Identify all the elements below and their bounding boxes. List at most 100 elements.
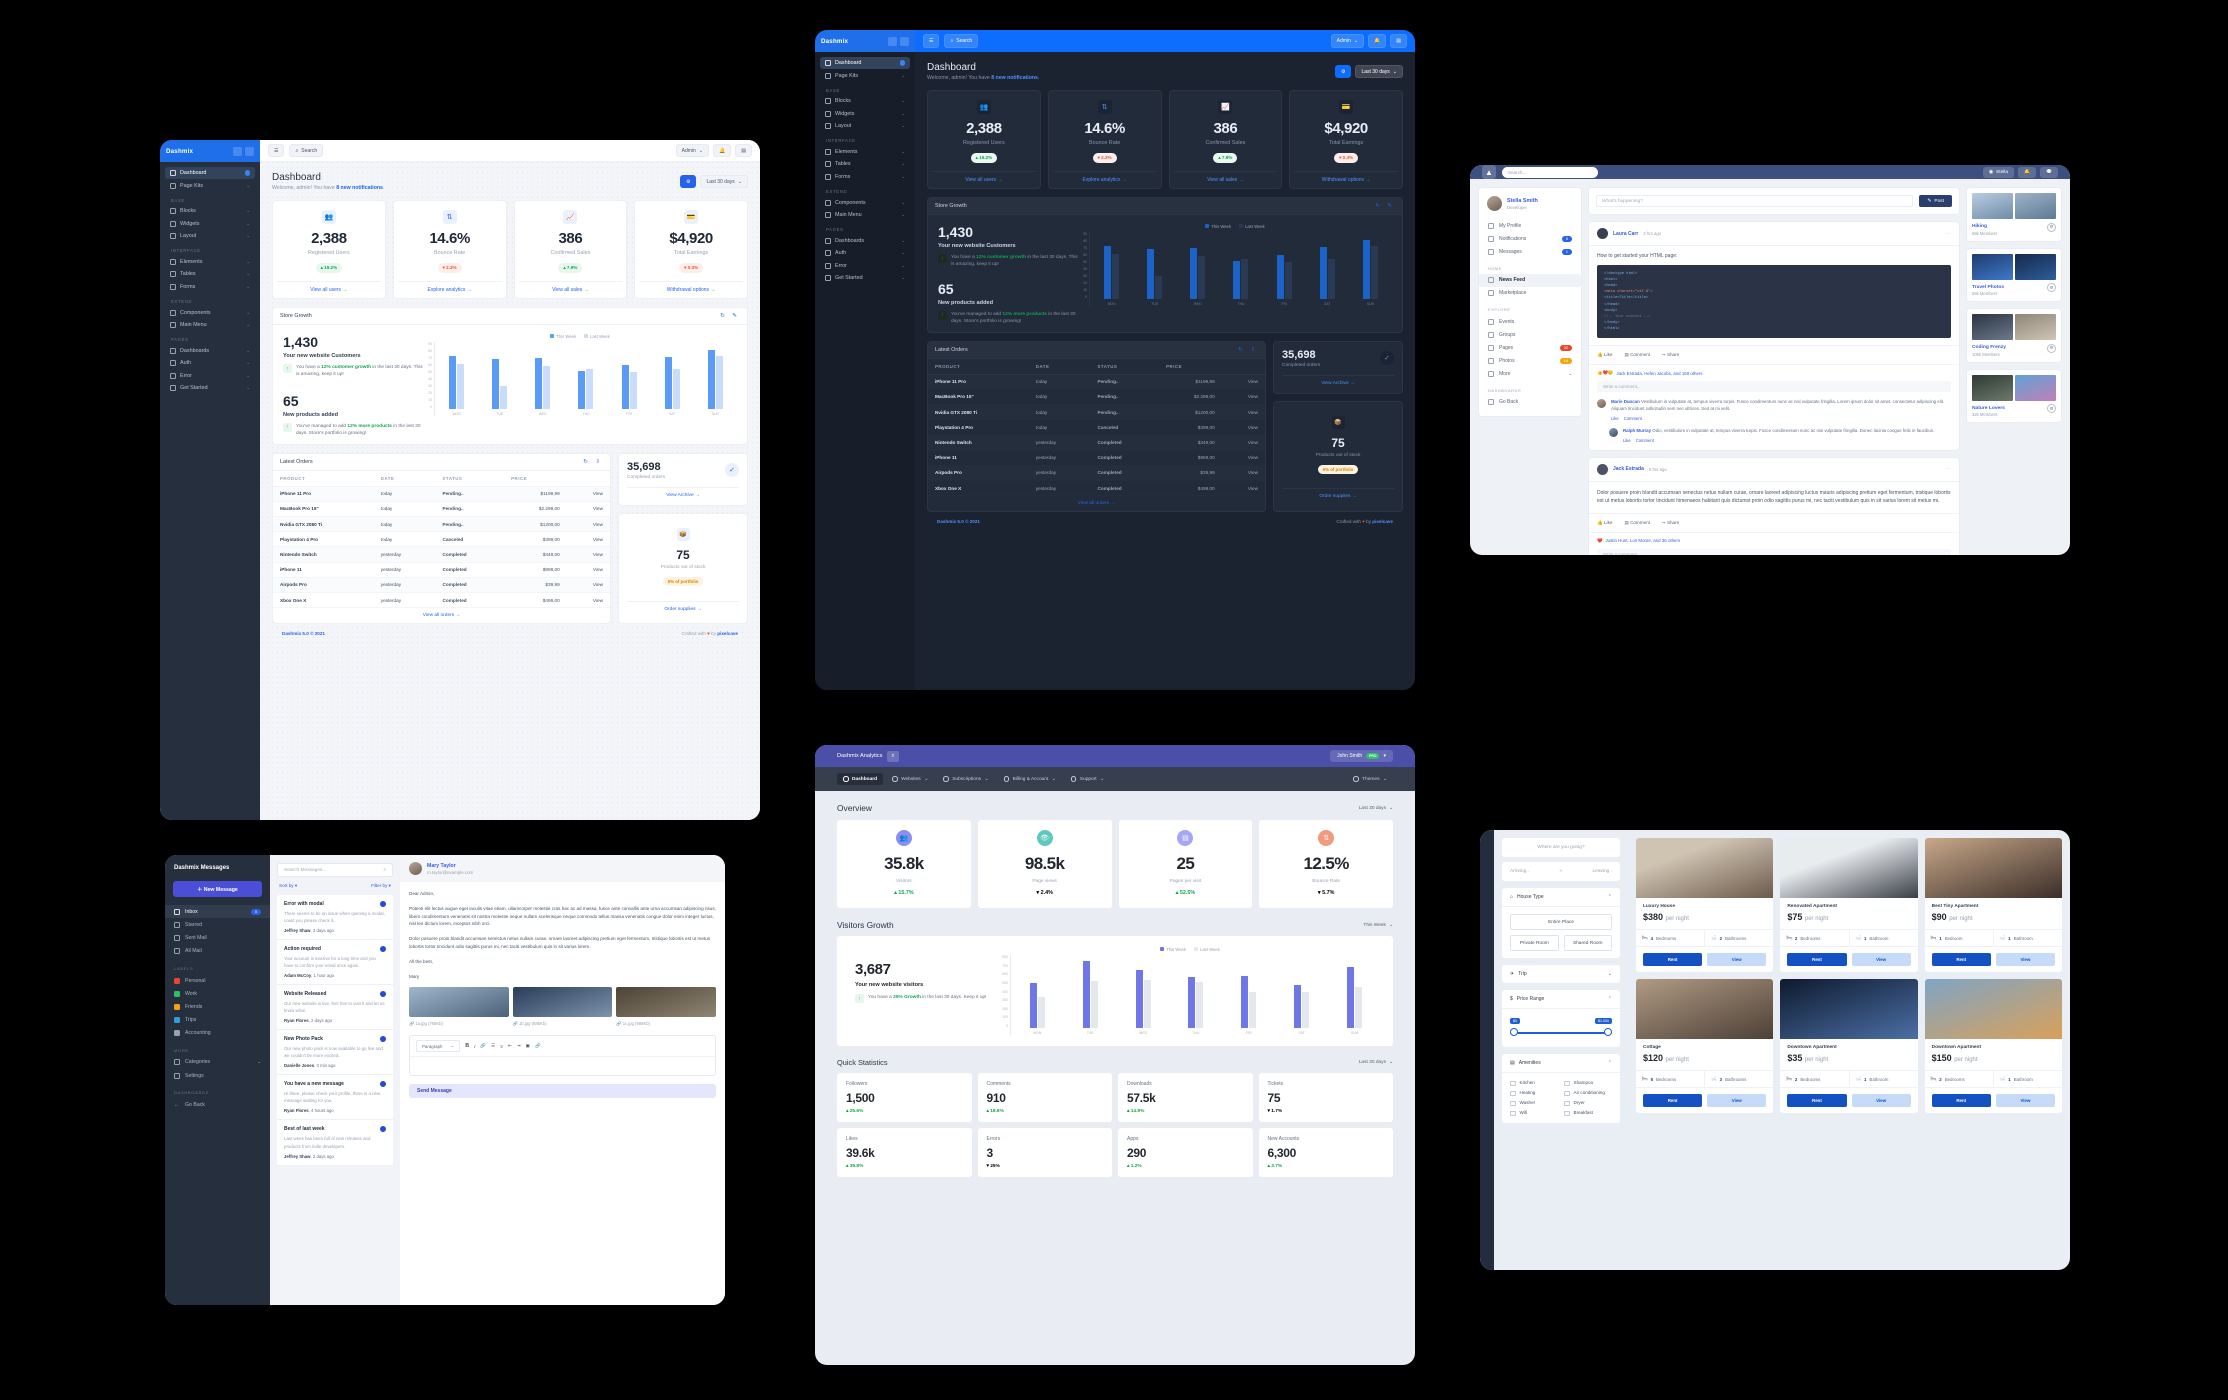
- outdent-button[interactable]: ⇤: [507, 1043, 512, 1049]
- like-button[interactable]: 👍 Like: [1597, 352, 1613, 358]
- notifications-link[interactable]: 8 new notifications: [991, 75, 1038, 81]
- view-link[interactable]: View: [566, 501, 610, 518]
- sidebar-item-groups[interactable]: Groups: [1479, 328, 1581, 341]
- chevron-up-icon[interactable]: ⌃: [1607, 1060, 1612, 1066]
- view-button[interactable]: View: [1851, 953, 1911, 966]
- listing-card[interactable]: Luxury House $380 per night 🛏 4 Bedrooms 🛁 2 …: [1636, 838, 1774, 972]
- logo-icon[interactable]: ▲: [1482, 165, 1496, 179]
- sidebar-item-blocks[interactable]: Blocks ⌄: [165, 205, 255, 217]
- date-range-button[interactable]: Last 30 days ⌄: [1355, 64, 1403, 79]
- gear-icon[interactable]: ⚙: [2047, 404, 2056, 414]
- italic-button[interactable]: I: [474, 1043, 476, 1049]
- view-link[interactable]: View: [1221, 419, 1265, 436]
- date-range-button[interactable]: Last 30 days ⌄: [1358, 1060, 1393, 1065]
- dark-mode-icon[interactable]: [245, 146, 254, 156]
- kpi-card[interactable]: ⇅ 14.6% Bounce Rate ▾ 2.3% Explore analy…: [392, 200, 507, 299]
- quick-stat-card[interactable]: Apps 290 ▴ 1.2%: [1118, 1128, 1253, 1177]
- amenity-shampoo[interactable]: Shampoo: [1564, 1080, 1612, 1086]
- group-card[interactable]: Travel Photos 65k Members ⚙: [1966, 247, 2062, 302]
- table-row[interactable]: Airpods Pro yesterday Completed $39,99 View: [273, 577, 610, 594]
- view-archive-link[interactable]: View Archive →: [1282, 374, 1394, 386]
- comment-author[interactable]: Marie Duncan: [1611, 399, 1640, 405]
- view-link[interactable]: View: [1221, 404, 1265, 421]
- sidebar-item-my-profile[interactable]: My Profile: [1479, 219, 1581, 232]
- attachment-thumb[interactable]: [409, 987, 509, 1018]
- view-link[interactable]: View: [1221, 389, 1265, 406]
- order-supplies-link[interactable]: Order supplies →: [627, 600, 739, 617]
- sidebar-item-dashboard[interactable]: Dashboard: [165, 167, 255, 180]
- kpi-link[interactable]: View all sales →: [1173, 171, 1278, 188]
- kpi-card[interactable]: 👥 2,388 Registered Users ▴ 19.2% View al…: [272, 200, 386, 299]
- date-range-button[interactable]: Last 30 days ⌄: [700, 174, 748, 189]
- leaving-input[interactable]: Leaving..: [1592, 869, 1612, 874]
- table-row[interactable]: iPhone 11 Pro today Pending.. $1199,99 View: [273, 486, 610, 502]
- view-all-orders-link[interactable]: View all orders →: [1077, 501, 1116, 507]
- sidebar-item-forms[interactable]: Forms ⌄: [165, 281, 255, 293]
- footer-brand-link[interactable]: pixelcave: [1372, 519, 1393, 525]
- kpi-link[interactable]: Explore analytics →: [397, 281, 502, 298]
- tab-subscriptions[interactable]: Subscriptions ⌄: [937, 773, 994, 785]
- sidebar-item-tables[interactable]: Tables ⌄: [165, 268, 255, 280]
- rent-button[interactable]: Rent: [1643, 953, 1703, 966]
- view-archive-link[interactable]: View Archive →: [627, 486, 739, 498]
- quick-stat-card[interactable]: Errors 3 ▾ 25%: [977, 1128, 1112, 1177]
- search-messages-input[interactable]: Search Messages... ⌕: [277, 863, 393, 877]
- amenity-kitchen[interactable]: Kitchen: [1510, 1080, 1558, 1086]
- view-button[interactable]: View: [1851, 1094, 1911, 1107]
- folder-sent-mail[interactable]: Sent Mail: [165, 932, 270, 945]
- amenity-wifi[interactable]: Wifi: [1510, 1110, 1558, 1116]
- message-row[interactable]: Action required Your account is inactive …: [277, 940, 393, 986]
- post-button[interactable]: ✎ Post: [1919, 195, 1952, 207]
- profile-summary[interactable]: Stella Smith Developer: [1479, 188, 1581, 219]
- post-menu-icon[interactable]: ⋯: [1946, 466, 1951, 473]
- table-row[interactable]: iPhone 11 Pro today Pending.. $1199,99 View: [928, 374, 1265, 390]
- comment-button[interactable]: Comment: [1623, 415, 1642, 421]
- slider-handle-min[interactable]: [1510, 1028, 1518, 1036]
- table-row[interactable]: iPhone 11 yesterday Completed $999,00 View: [273, 562, 610, 578]
- arriving-input[interactable]: Arriving..: [1510, 869, 1529, 874]
- table-row[interactable]: Playstation 4 Pro today Canceled $399,00 Vie…: [928, 419, 1265, 436]
- quick-stat-card[interactable]: Tickets 75 ▾ 1.7%: [1258, 1073, 1393, 1122]
- rent-button[interactable]: Rent: [1931, 953, 1991, 966]
- rent-button[interactable]: Rent: [1643, 1094, 1703, 1107]
- sidebar-item-news-feed[interactable]: News Feed: [1479, 273, 1581, 287]
- checkbox-icon[interactable]: [1564, 1100, 1570, 1106]
- rent-button[interactable]: Rent: [1787, 953, 1847, 966]
- quick-stat-card[interactable]: Downloads 57.5k ▴ 14.9%: [1118, 1073, 1253, 1122]
- checkbox-icon[interactable]: [1510, 1080, 1516, 1086]
- label-personal[interactable]: Personal: [165, 974, 270, 987]
- sidebar-item-main-menu[interactable]: Main Menu ⌄: [820, 209, 910, 221]
- sidebar-item-blocks[interactable]: Blocks ⌄: [820, 95, 910, 107]
- rent-button[interactable]: Rent: [1931, 1094, 1991, 1107]
- view-link[interactable]: View: [566, 546, 610, 563]
- sidebar-item-get-started[interactable]: Get Started ⌄: [820, 272, 910, 284]
- sidebar-item-page-kits[interactable]: Page Kits ⌄: [165, 179, 255, 191]
- kpi-card[interactable]: ⇅ 14.6% Bounce Rate ▾ 2.3% Explore analytics…: [1047, 90, 1162, 189]
- checkbox-icon[interactable]: [1564, 1110, 1570, 1116]
- quick-stat-card[interactable]: Followers 1,500 ▴ 25.6%: [837, 1073, 972, 1122]
- view-link[interactable]: View: [566, 516, 610, 533]
- view-link[interactable]: View: [1221, 480, 1265, 497]
- sidebar-item-layout[interactable]: Layout ⌄: [165, 230, 255, 242]
- filter-by-button[interactable]: Filter by ▾: [371, 883, 391, 888]
- folder-starred[interactable]: Starred: [165, 918, 270, 931]
- listing-card[interactable]: Downtown Apartment $35 per night 🛏 2 Bedroo…: [1780, 979, 1918, 1113]
- option-entire-place[interactable]: Entire Place: [1510, 914, 1612, 930]
- checkbox-icon[interactable]: [1564, 1080, 1570, 1086]
- listing-card[interactable]: Cottage $120 per night 🛏 5 Bedrooms 🛁 3 Bathr…: [1636, 979, 1774, 1113]
- sidebar-item-auth[interactable]: Auth ⌄: [165, 357, 255, 369]
- table-row[interactable]: Nintendo Switch yesterday Completed $349,00…: [928, 434, 1265, 451]
- user-menu-button[interactable]: ◉ Stella: [1982, 166, 2015, 178]
- search-icon[interactable]: ⌕: [887, 750, 899, 762]
- label-trips[interactable]: Trips: [165, 1014, 270, 1027]
- settings-button[interactable]: ⚙: [1334, 64, 1352, 79]
- sidebar-item-dashboard[interactable]: Dashboard: [820, 57, 910, 70]
- like-button[interactable]: 👍 Like: [1597, 519, 1613, 525]
- like-button[interactable]: Like: [1611, 415, 1619, 421]
- footer-version[interactable]: Dashmix 5.0 © 2021: [282, 631, 325, 637]
- tab-dashboard[interactable]: Dashboard: [837, 772, 884, 786]
- sidebar-item-dashboards[interactable]: Dashboards ⌄: [165, 345, 255, 357]
- indent-button[interactable]: ⇥: [516, 1043, 521, 1049]
